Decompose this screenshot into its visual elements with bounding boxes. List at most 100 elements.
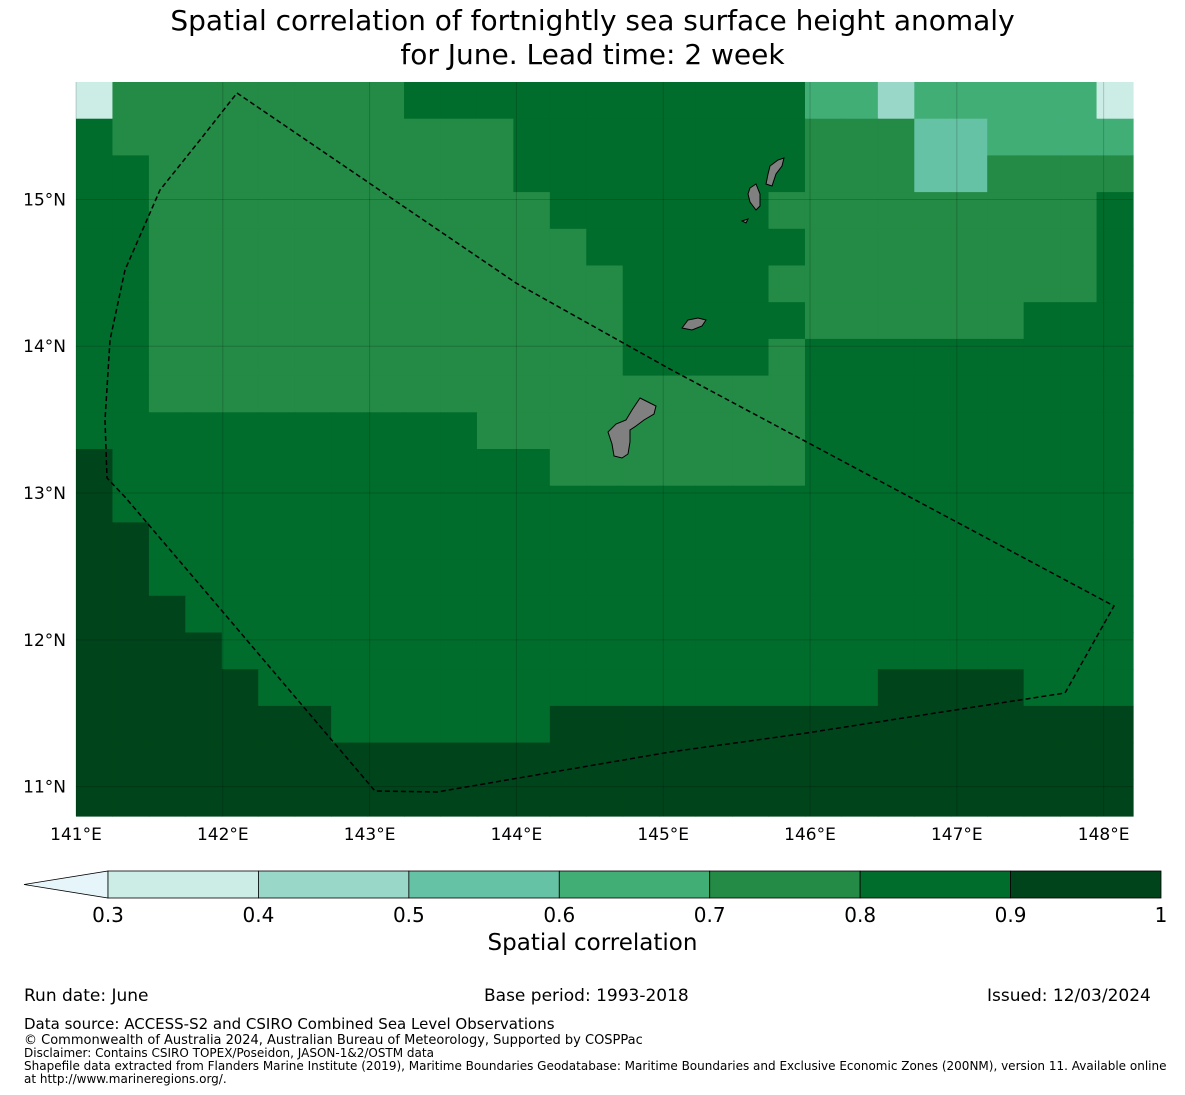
grid-cell — [513, 302, 551, 340]
grid-cell — [768, 192, 806, 230]
grid-cell — [112, 522, 150, 560]
grid-cell — [331, 669, 369, 707]
grid-cell — [877, 82, 915, 120]
grid-cell — [732, 375, 770, 413]
grid-cell — [841, 522, 879, 560]
grid-cell — [549, 522, 587, 560]
grid-cell — [221, 192, 259, 230]
grid-cell — [185, 118, 223, 156]
grid-cell — [877, 192, 915, 230]
title-line-2: for June. Lead time: 2 week — [400, 38, 785, 71]
grid-cell — [622, 155, 660, 193]
grid-cell — [695, 595, 733, 634]
grid-cell — [404, 705, 442, 744]
grid-cell — [476, 449, 514, 487]
grid-cell — [112, 595, 150, 634]
grid-cell — [112, 779, 150, 817]
grid-cell — [877, 485, 915, 523]
grid-cell — [549, 595, 587, 634]
grid-cell — [841, 192, 879, 230]
grid-cell — [987, 522, 1025, 560]
grid-cell — [148, 669, 186, 707]
grid-cell — [841, 118, 879, 156]
grid-cell — [404, 522, 442, 560]
grid-cell — [258, 779, 296, 817]
grid-cell — [987, 82, 1025, 120]
grid-cell — [221, 742, 259, 780]
grid-cell — [1096, 669, 1134, 707]
grid-cell — [185, 595, 223, 634]
grid-cell — [768, 559, 806, 597]
grid-cell — [294, 228, 332, 267]
grid-cell — [1096, 705, 1134, 744]
colorbar-segment — [408, 870, 560, 899]
grid-cell — [1096, 375, 1134, 413]
grid-cell — [367, 485, 405, 523]
grid-cell — [112, 412, 150, 450]
grid-cell — [148, 192, 186, 230]
grid-cell — [950, 82, 988, 120]
grid-cell — [1096, 228, 1134, 267]
grid-cell — [768, 375, 806, 413]
grid-cell — [258, 522, 296, 560]
grid-cell — [586, 632, 624, 670]
grid-cell — [586, 669, 624, 707]
island-anatahan — [765, 157, 785, 187]
island-saipan — [747, 183, 761, 211]
grid-cell — [659, 632, 697, 670]
grid-cell — [404, 375, 442, 413]
islands — [607, 157, 785, 459]
grid-cell — [659, 118, 697, 156]
grid-cell — [367, 705, 405, 744]
grid-cell — [877, 375, 915, 413]
colorbar-segment — [859, 870, 1011, 899]
grid-cell — [659, 338, 697, 377]
grid-cell — [440, 742, 478, 780]
grid-cell — [622, 595, 660, 634]
grid-cell — [404, 742, 442, 780]
grid-cell — [1060, 522, 1098, 560]
grid-cell — [440, 228, 478, 267]
grid-cell — [221, 118, 259, 156]
grid-cell — [440, 632, 478, 670]
grid-cell — [877, 449, 915, 487]
grid-cell — [732, 632, 770, 670]
grid-cell — [76, 522, 114, 560]
grid-cell — [659, 228, 697, 267]
grid-cell — [476, 595, 514, 634]
grid-cell — [112, 375, 150, 413]
grid-cell — [549, 118, 587, 156]
grid-cell — [659, 485, 697, 523]
grid-cell — [987, 485, 1025, 523]
grid-cell — [732, 228, 770, 267]
grid-cell — [476, 118, 514, 156]
grid-cell — [659, 705, 697, 744]
grid-cell — [367, 669, 405, 707]
grid-cell — [1060, 375, 1098, 413]
grid-cell — [404, 82, 442, 120]
grid-cell — [294, 559, 332, 597]
grid-cell — [841, 265, 879, 303]
grid-cell — [695, 522, 733, 560]
grid-cell — [622, 522, 660, 560]
grid-cell — [367, 559, 405, 597]
grid-cell — [768, 632, 806, 670]
grid-cell — [185, 302, 223, 340]
grid-cell — [1096, 779, 1134, 817]
latitude-tick-label: 11°N — [23, 778, 66, 798]
grid-cell — [914, 595, 952, 634]
grid-cell — [914, 338, 952, 377]
grid-cell — [1023, 375, 1061, 413]
grid-cell — [148, 705, 186, 744]
grid-cell — [112, 118, 150, 156]
grid-cell — [294, 669, 332, 707]
grid-cell — [914, 375, 952, 413]
grid-cell — [294, 449, 332, 487]
grid-cell — [804, 265, 843, 303]
grid-cell — [987, 228, 1025, 267]
grid-cell — [258, 228, 296, 267]
grid-cell — [586, 779, 624, 817]
grid-cell — [804, 228, 843, 267]
grid-cell — [914, 632, 952, 670]
grid-cell — [768, 338, 806, 377]
